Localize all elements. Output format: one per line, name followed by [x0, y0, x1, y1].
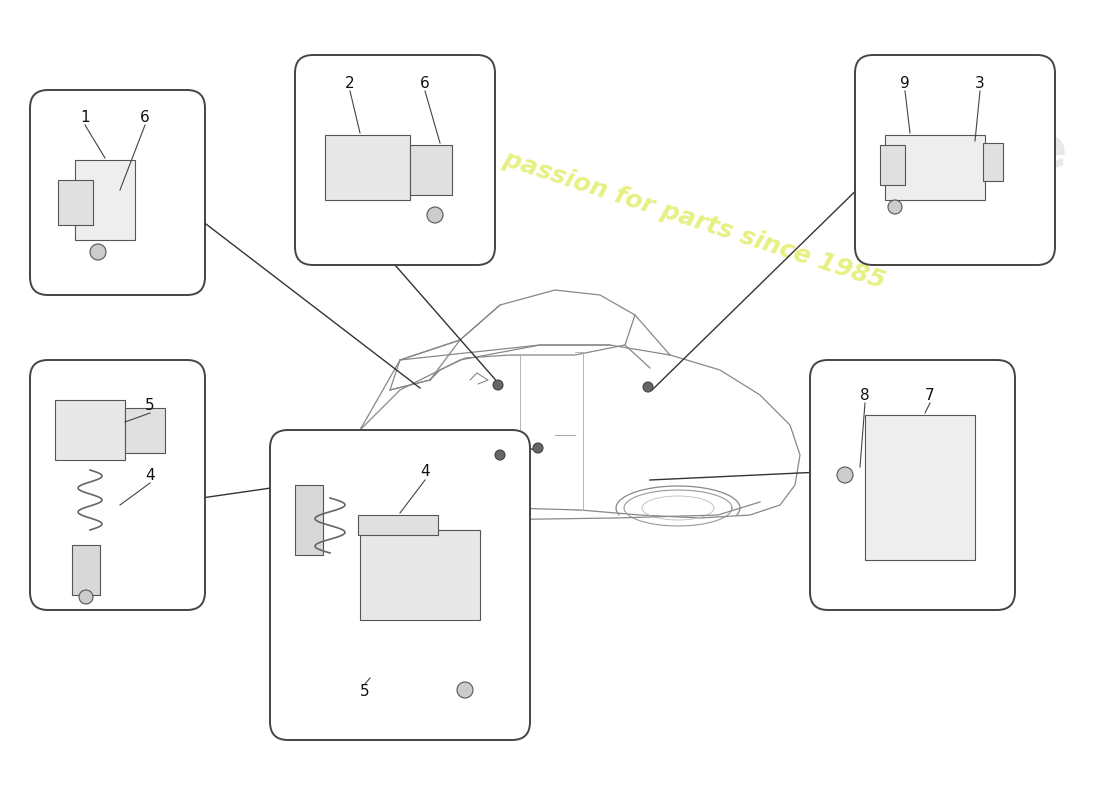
- Circle shape: [837, 467, 852, 483]
- Text: euro
motive: euro motive: [852, 62, 1068, 178]
- FancyBboxPatch shape: [270, 430, 530, 740]
- Bar: [358, 515, 438, 535]
- Circle shape: [456, 682, 473, 698]
- Text: 9: 9: [900, 75, 910, 90]
- Text: 3: 3: [975, 75, 984, 90]
- Bar: [360, 530, 480, 620]
- Text: 4: 4: [420, 465, 430, 479]
- FancyBboxPatch shape: [295, 55, 495, 265]
- Bar: [324, 135, 410, 200]
- FancyBboxPatch shape: [30, 90, 205, 295]
- Bar: [880, 145, 905, 185]
- Text: 2: 2: [345, 75, 355, 90]
- Circle shape: [493, 380, 503, 390]
- Bar: [125, 408, 165, 453]
- FancyBboxPatch shape: [810, 360, 1015, 610]
- Circle shape: [888, 200, 902, 214]
- Text: 6: 6: [140, 110, 150, 126]
- Circle shape: [79, 590, 94, 604]
- Text: 5: 5: [360, 685, 370, 699]
- Text: 4: 4: [145, 467, 155, 482]
- FancyBboxPatch shape: [30, 360, 205, 610]
- Text: 7: 7: [925, 387, 935, 402]
- Text: 6: 6: [420, 75, 430, 90]
- Bar: [886, 135, 984, 200]
- Circle shape: [495, 450, 505, 460]
- Text: 8: 8: [860, 387, 870, 402]
- Circle shape: [427, 207, 443, 223]
- FancyBboxPatch shape: [855, 55, 1055, 265]
- Bar: [865, 415, 975, 560]
- Circle shape: [644, 382, 653, 392]
- Bar: [75, 160, 135, 240]
- Text: 5: 5: [145, 398, 155, 413]
- Text: 1: 1: [80, 110, 90, 126]
- Bar: [55, 400, 125, 460]
- Text: a passion for parts since 1985: a passion for parts since 1985: [476, 139, 888, 293]
- Bar: [72, 545, 100, 595]
- Bar: [410, 145, 452, 195]
- Circle shape: [534, 443, 543, 453]
- Bar: [58, 180, 94, 225]
- Bar: [295, 485, 323, 555]
- Circle shape: [90, 244, 106, 260]
- Bar: [983, 143, 1003, 181]
